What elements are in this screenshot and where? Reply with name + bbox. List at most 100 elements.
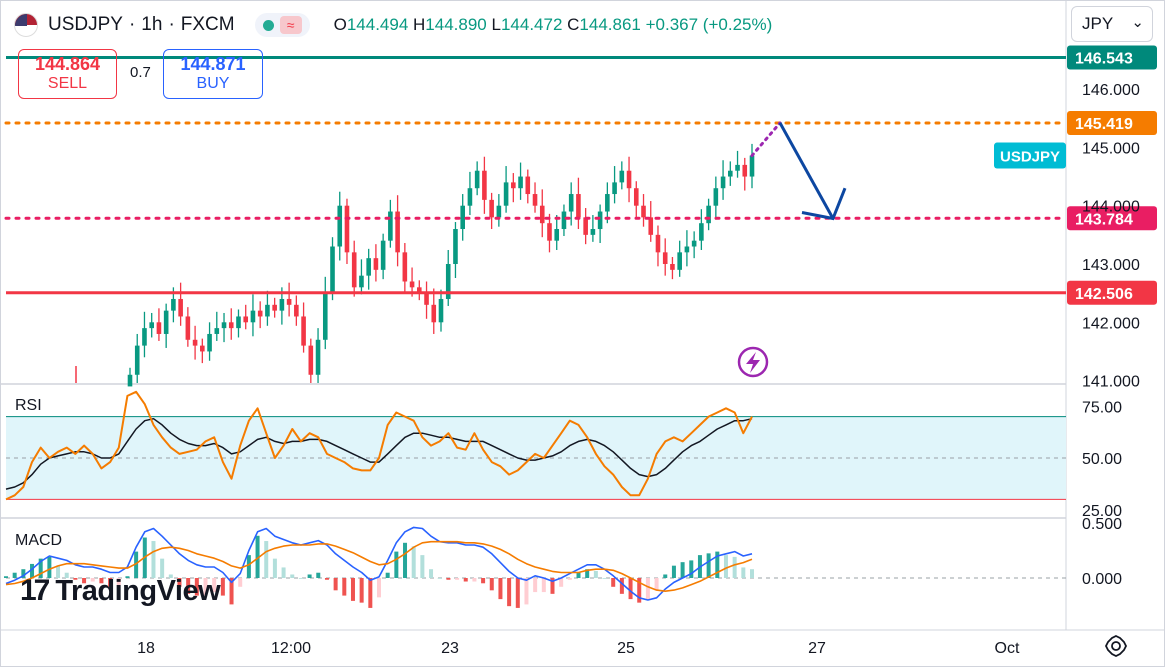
symbol-header: USDJPY · 1h · FXCM ≈ O144.494 H144.890 L… xyxy=(14,10,772,40)
candle xyxy=(388,211,393,241)
sell-label: SELL xyxy=(47,75,88,92)
time-tick-label: 12:00 xyxy=(271,640,311,657)
tradingview-logo-icon: 17 xyxy=(20,574,50,607)
macd-histogram-bar xyxy=(437,578,442,579)
macd-histogram-bar xyxy=(64,572,69,578)
macd-histogram-bar xyxy=(4,576,8,578)
macd-histogram-bar xyxy=(203,578,208,596)
candle xyxy=(648,217,654,235)
candle xyxy=(409,281,415,288)
candle xyxy=(265,304,270,317)
price-tick-label: 145.000 xyxy=(1082,140,1140,157)
change-value: +0.367 (+0.25%) xyxy=(645,15,773,34)
macd-histogram-bar xyxy=(151,541,156,578)
candle xyxy=(590,229,596,235)
buy-price: 144.871 xyxy=(180,54,246,74)
sell-button[interactable]: 144.864 SELL xyxy=(18,49,117,99)
macd-histogram-bar xyxy=(134,551,139,578)
candle xyxy=(720,176,726,189)
candle xyxy=(279,298,285,311)
candle xyxy=(438,298,444,323)
buy-button[interactable]: 144.871 BUY xyxy=(163,49,263,99)
low-value: 144.472 xyxy=(500,15,563,34)
candle xyxy=(539,205,545,224)
candle xyxy=(749,155,755,177)
macd-histogram-bar xyxy=(385,572,390,578)
macd-tick-label: 0.500 xyxy=(1082,516,1122,533)
usd-jpy-flag-icon xyxy=(14,13,38,37)
macd-histogram-bar xyxy=(272,558,277,578)
macd-histogram-bar xyxy=(750,569,754,578)
level-price-tag xyxy=(1067,45,1157,70)
macd-histogram-bar xyxy=(550,578,555,594)
macd-signal-line xyxy=(5,540,753,593)
high-label: H xyxy=(413,15,426,34)
macd-histogram-bar xyxy=(403,542,408,578)
macd-histogram-bar xyxy=(481,578,486,584)
chevron-down-icon: ⌄ xyxy=(1131,14,1144,31)
macd-tick-label: 0.000 xyxy=(1082,571,1122,588)
macd-histogram-bar xyxy=(316,572,321,578)
candle xyxy=(619,170,625,183)
macd-histogram-bar xyxy=(281,567,286,578)
macd-histogram-bar xyxy=(576,572,581,578)
rsi-ma-line xyxy=(5,417,753,490)
candle xyxy=(142,328,147,346)
currency-select[interactable]: JPY ⌄ xyxy=(1071,6,1153,42)
macd-histogram-bar xyxy=(489,578,494,591)
macd-histogram-bar xyxy=(507,578,512,607)
macd-histogram-bar xyxy=(628,578,633,600)
macd-histogram-bar xyxy=(541,578,546,593)
macd-histogram-bar xyxy=(585,569,590,578)
interval-label[interactable]: 1h xyxy=(141,14,163,35)
candle xyxy=(453,229,458,264)
time-tick-label: 23 xyxy=(441,640,459,657)
candle xyxy=(670,264,675,270)
candle xyxy=(511,182,516,189)
open-label: O xyxy=(333,15,347,34)
candle xyxy=(337,205,343,247)
macd-histogram-bar xyxy=(73,578,78,580)
candle xyxy=(677,252,682,270)
candle xyxy=(525,176,531,195)
open-value: 144.494 xyxy=(346,15,409,34)
candle xyxy=(163,310,169,334)
macd-histogram-bar xyxy=(611,578,616,587)
separator-dot: · xyxy=(168,14,175,35)
candle xyxy=(294,304,299,317)
candle xyxy=(127,374,133,387)
candle xyxy=(431,304,437,323)
level-price-label: 146.543 xyxy=(1075,50,1133,67)
settings-gear-icon[interactable] xyxy=(1104,634,1128,658)
macd-histogram-bar xyxy=(559,578,564,587)
price-tick-label: 144.000 xyxy=(1082,199,1140,216)
macd-histogram-bar xyxy=(732,556,737,578)
tradingview-logo[interactable]: 17 TradingView xyxy=(20,574,221,608)
level-price-tag xyxy=(1067,280,1157,305)
candle xyxy=(576,194,581,218)
symbol-name[interactable]: USDJPY xyxy=(48,14,123,35)
macd-histogram-bar xyxy=(429,569,434,578)
candle xyxy=(424,293,429,305)
macd-histogram-bar xyxy=(12,572,17,578)
macd-histogram-bar xyxy=(723,555,728,578)
candle xyxy=(286,298,292,305)
macd-histogram-bar xyxy=(125,576,130,578)
candle xyxy=(467,188,473,206)
macd-pane-label: MACD xyxy=(15,532,63,549)
market-status-pill[interactable]: ≈ xyxy=(254,13,310,37)
macd-histogram-bar xyxy=(30,563,35,578)
macd-histogram-bar xyxy=(99,578,104,584)
macd-histogram-bar xyxy=(420,555,425,578)
candle xyxy=(134,345,140,375)
candle xyxy=(359,275,364,288)
macd-histogram-bar xyxy=(524,578,529,605)
macd-histogram-bar xyxy=(533,578,538,593)
candle xyxy=(568,194,574,212)
candle xyxy=(641,205,646,218)
macd-histogram-bar xyxy=(680,562,685,578)
last-price-tag xyxy=(994,142,1066,169)
candle xyxy=(605,194,610,212)
candle xyxy=(503,182,509,206)
